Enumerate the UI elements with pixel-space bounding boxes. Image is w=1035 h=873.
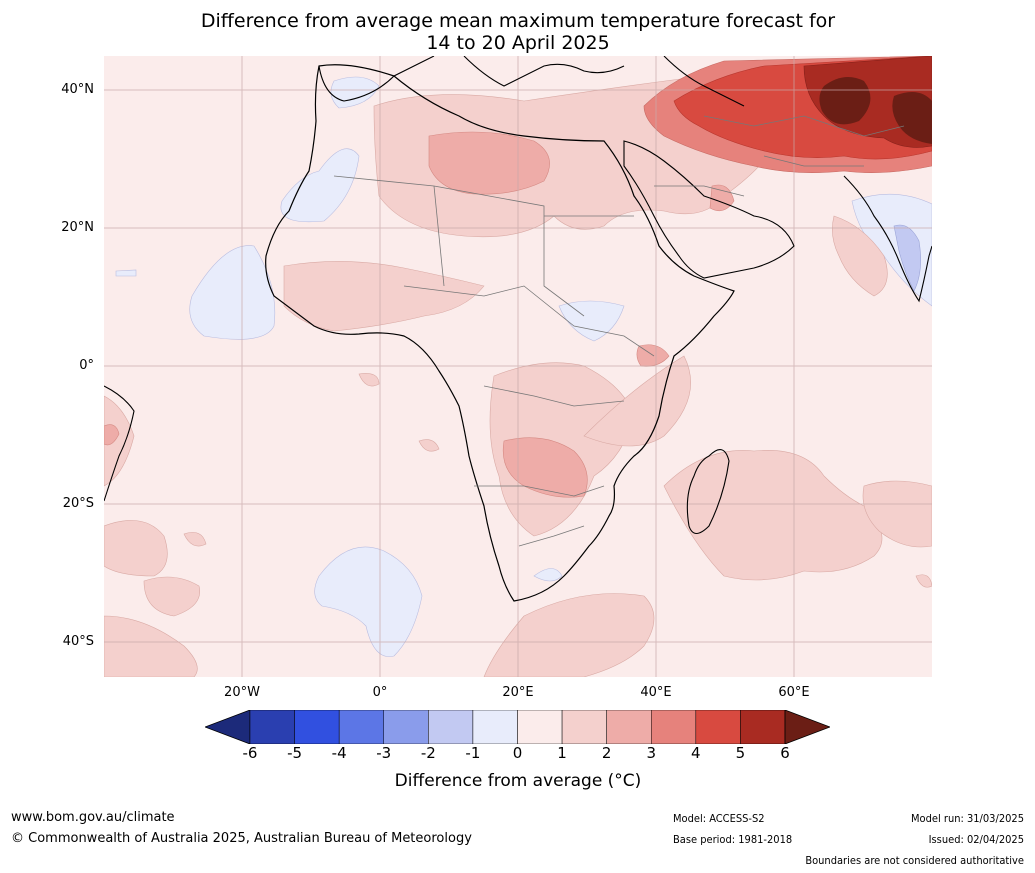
colorbar-label: Difference from average (°C) (394, 771, 642, 791)
colorbar-segment (517, 709, 563, 745)
lat-label-20s: 20°S (62, 496, 94, 511)
colorbar-tick-label: -2 (420, 744, 436, 762)
colorbar-segment (249, 709, 295, 745)
colorbar-segment (472, 709, 518, 745)
colorbar-segment (606, 709, 652, 745)
map-canvas (103, 55, 933, 678)
colorbar-extend-low (203, 709, 251, 745)
colorbar-segment (695, 709, 741, 745)
colorbar-tick-label: 3 (646, 744, 657, 762)
colorbar-tick-label: -6 (242, 744, 258, 762)
colorbar-segment (294, 709, 340, 745)
colorbar-segment (338, 709, 385, 745)
colorbar-tick-label: -5 (287, 744, 303, 762)
warm-anomaly-east (643, 55, 933, 173)
colorbar-tick-label: -1 (465, 744, 481, 762)
colorbar-tick-label: 2 (601, 744, 612, 762)
title-line-2: 14 to 20 April 2025 (426, 32, 610, 54)
colorbar-extend-high (784, 709, 832, 745)
lat-label-equator: 0° (79, 358, 94, 373)
colorbar (203, 709, 832, 745)
colorbar-segment (651, 709, 697, 745)
colorbar-segment (383, 709, 429, 745)
lat-label-20n: 20°N (61, 220, 94, 235)
colorbar-tick-label: -3 (376, 744, 392, 762)
warm-anomaly-2-3 (103, 131, 735, 498)
colorbar-tick-label: -4 (331, 744, 347, 762)
colorbar-svg (203, 709, 832, 745)
footer-model: Model: ACCESS-S2 (673, 812, 765, 825)
footer-issued: Issued: 02/04/2025 (928, 833, 1024, 846)
colorbar-tick-label: 1 (557, 744, 567, 762)
colorbar-segment (740, 709, 786, 745)
lon-label-0: 0° (372, 685, 388, 700)
lon-label-60e: 60°E (778, 685, 810, 700)
footer-copyright: © Commonwealth of Australia 2025, Austra… (11, 831, 472, 846)
footer-disclaimer: Boundaries are not considered authoritat… (805, 854, 1024, 867)
lon-label-20w: 20°W (224, 685, 260, 700)
colorbar-segment (561, 709, 607, 745)
footer-website[interactable]: www.bom.gov.au/climate (11, 810, 175, 825)
colorbar-tick-label: 6 (780, 744, 790, 762)
lon-label-20e: 20°E (502, 685, 534, 700)
lon-label-40e: 40°E (640, 685, 672, 700)
south-america-coastline (103, 385, 135, 502)
colorbar-tick-label: 5 (735, 744, 746, 762)
europe-coastline (318, 55, 745, 107)
map-title: Difference from average mean maximum tem… (104, 10, 932, 54)
footer-base-period: Base period: 1981-2018 (673, 833, 793, 846)
colorbar-tick-label: 4 (691, 744, 701, 762)
forecast-map (103, 55, 933, 678)
title-line-1: Difference from average mean maximum tem… (200, 10, 836, 32)
colorbar-segment (428, 709, 474, 745)
colorbar-tick-label: 0 (512, 744, 523, 762)
africa-coastline (265, 64, 735, 602)
footer-model-run: Model run: 31/03/2025 (911, 812, 1024, 825)
madagascar-coastline (686, 449, 730, 535)
arabia-coastline (623, 140, 795, 279)
lat-label-40s: 40°S (62, 634, 94, 649)
lat-label-40n: 40°N (61, 82, 94, 97)
india-coastline (843, 175, 933, 303)
country-borders (333, 115, 905, 547)
graticule (104, 56, 932, 677)
